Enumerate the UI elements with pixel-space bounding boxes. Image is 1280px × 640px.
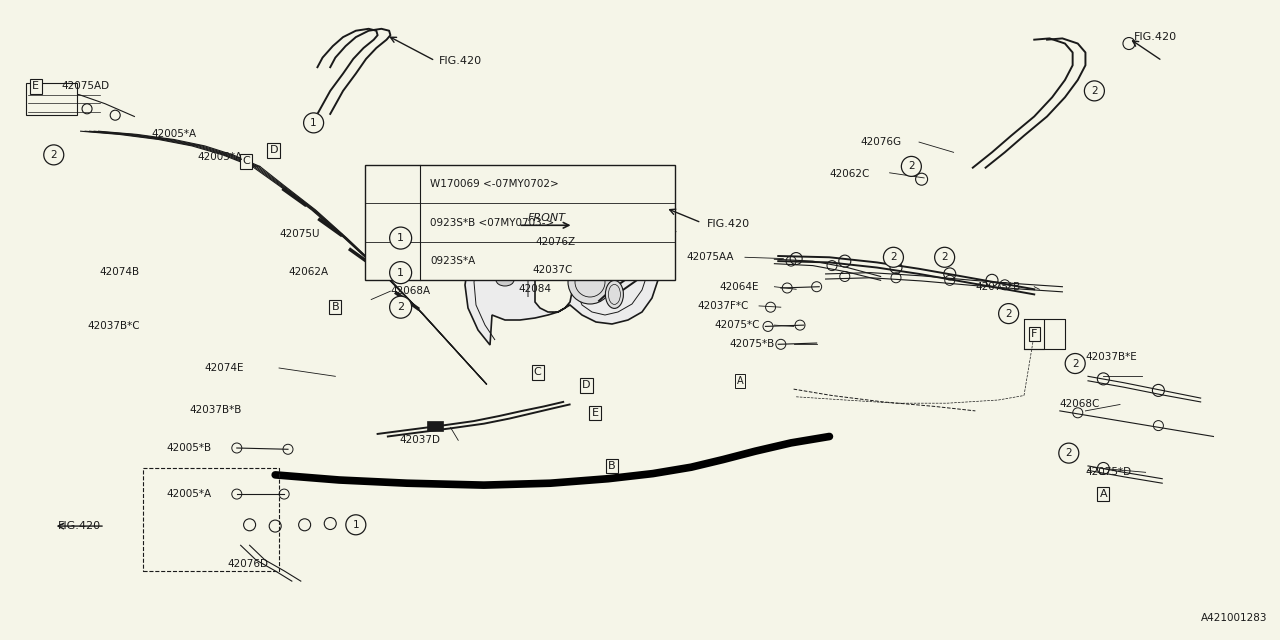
Circle shape (44, 145, 64, 165)
Text: FIG.420: FIG.420 (58, 521, 101, 531)
Text: E: E (32, 81, 40, 92)
Ellipse shape (641, 217, 655, 227)
Ellipse shape (497, 274, 515, 286)
Text: 0923S*A: 0923S*A (430, 256, 475, 266)
PathPatch shape (465, 208, 660, 345)
Text: 42005*A: 42005*A (166, 489, 211, 499)
Circle shape (389, 227, 412, 249)
Circle shape (389, 262, 412, 284)
Text: 42037B*B: 42037B*B (189, 404, 242, 415)
Text: 42075AD: 42075AD (61, 81, 110, 92)
Text: 42062C: 42062C (829, 169, 870, 179)
Text: 2: 2 (890, 252, 897, 262)
Text: 42075U: 42075U (279, 228, 320, 239)
Text: 42037B*C: 42037B*C (87, 321, 140, 332)
Text: 2: 2 (1065, 448, 1073, 458)
Text: FRONT: FRONT (527, 212, 566, 223)
Text: 42076Z: 42076Z (535, 237, 575, 247)
Circle shape (303, 113, 324, 133)
Ellipse shape (506, 240, 518, 250)
Text: 42005*A: 42005*A (197, 152, 242, 162)
Ellipse shape (605, 280, 623, 308)
Circle shape (1084, 81, 1105, 101)
Circle shape (998, 303, 1019, 324)
Text: 0923S*B <07MY0703->: 0923S*B <07MY0703-> (430, 218, 554, 227)
Text: 1: 1 (310, 118, 317, 128)
Circle shape (1059, 443, 1079, 463)
Text: D: D (270, 145, 278, 156)
Circle shape (883, 247, 904, 268)
Bar (143, 468, 279, 571)
Text: 42076G: 42076G (860, 137, 901, 147)
Text: 42068C: 42068C (1060, 399, 1101, 410)
Circle shape (568, 260, 612, 304)
Text: B: B (332, 302, 339, 312)
Text: 42037B*E: 42037B*E (1085, 352, 1137, 362)
Circle shape (389, 296, 412, 318)
Text: C: C (534, 367, 541, 378)
Text: 42075*C: 42075*C (714, 320, 760, 330)
Text: 42064E: 42064E (719, 282, 759, 292)
Text: FIG.420: FIG.420 (1134, 32, 1178, 42)
Text: W170069 <-07MY0702>: W170069 <-07MY0702> (430, 179, 559, 189)
Text: 42075*B: 42075*B (730, 339, 774, 349)
Text: 1: 1 (397, 268, 404, 278)
Text: A: A (1100, 489, 1107, 499)
Text: 2: 2 (1091, 86, 1098, 96)
Text: 2: 2 (1071, 358, 1079, 369)
Circle shape (1065, 353, 1085, 374)
Text: 42005*A: 42005*A (151, 129, 196, 140)
Text: A421001283: A421001283 (1201, 612, 1267, 623)
Text: 42084: 42084 (518, 284, 552, 294)
Text: 42075AA: 42075AA (686, 252, 733, 262)
Text: B: B (608, 461, 616, 471)
Text: 42075*B: 42075*B (975, 282, 1020, 292)
Bar (428, 420, 443, 431)
Text: 42075*D: 42075*D (1085, 467, 1132, 477)
Text: 2: 2 (1005, 308, 1012, 319)
Text: 42037F*C: 42037F*C (698, 301, 749, 311)
Circle shape (901, 156, 922, 177)
Text: 42037D: 42037D (399, 435, 440, 445)
Text: 42062A: 42062A (288, 267, 328, 277)
Text: D: D (582, 380, 590, 390)
Bar (365, 165, 675, 280)
Text: 2: 2 (908, 161, 915, 172)
Text: 1: 1 (352, 520, 360, 530)
Text: C: C (242, 156, 250, 166)
Text: 42074B: 42074B (100, 267, 140, 277)
Text: E: E (591, 408, 599, 418)
Text: 42037C: 42037C (532, 265, 573, 275)
Text: 1: 1 (397, 233, 404, 243)
Text: F: F (1032, 329, 1037, 339)
Text: A: A (736, 376, 744, 386)
Text: 2: 2 (941, 252, 948, 262)
Text: 2: 2 (50, 150, 58, 160)
Circle shape (346, 515, 366, 535)
Circle shape (934, 247, 955, 268)
Text: 42074E: 42074E (205, 363, 244, 373)
Text: 42005*B: 42005*B (166, 443, 211, 453)
Text: 2: 2 (397, 302, 404, 312)
Text: 42068A: 42068A (390, 286, 430, 296)
Text: FIG.420: FIG.420 (707, 219, 750, 229)
Bar (26, 83, 77, 115)
Text: FIG.420: FIG.420 (439, 56, 483, 66)
Text: 42076D: 42076D (228, 559, 269, 570)
